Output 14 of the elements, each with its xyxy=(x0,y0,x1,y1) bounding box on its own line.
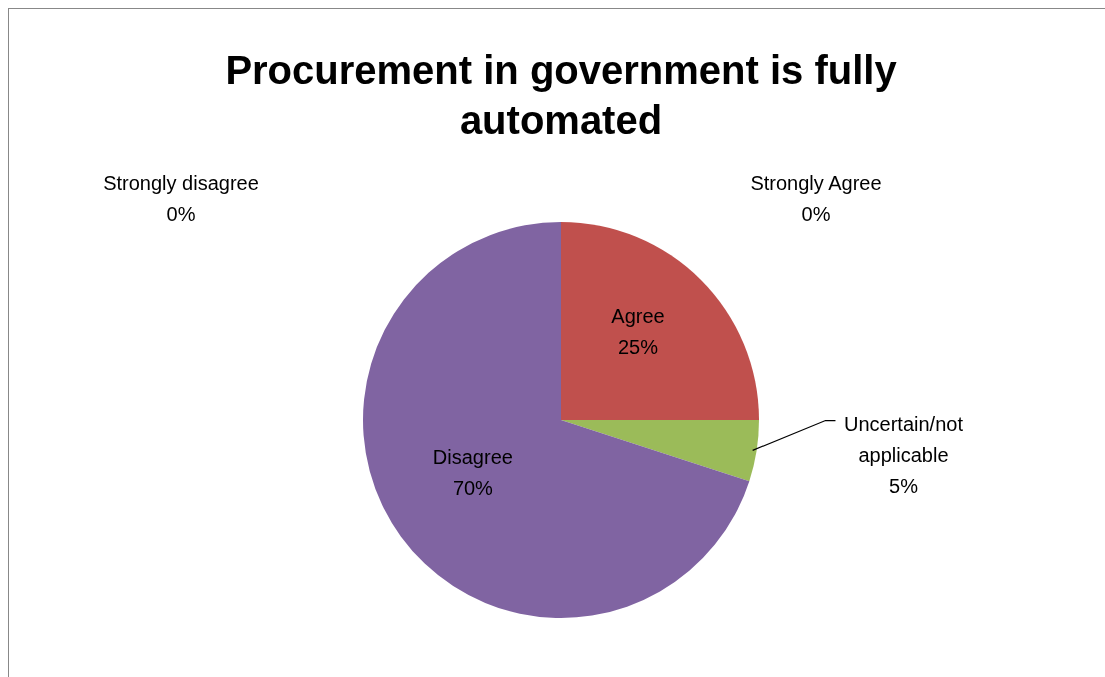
data-label: 5% xyxy=(889,474,919,497)
slice-label: Disagree xyxy=(432,446,513,469)
category-label: Strongly Agree xyxy=(750,172,882,194)
chart-title: Procurement in government is fully automated xyxy=(225,48,898,142)
pie-slice xyxy=(363,222,750,618)
category-label: Strongly disagree xyxy=(103,172,259,194)
slice-label: Uncertain/not applicable xyxy=(843,412,964,466)
pie-slice xyxy=(561,420,759,482)
data-label: 70% xyxy=(452,477,494,500)
text: 0% xyxy=(166,203,196,225)
slice-label: Agree xyxy=(611,305,665,327)
pie-slice xyxy=(561,222,759,420)
text: 0% xyxy=(801,203,831,225)
data-label: 25% xyxy=(617,336,659,358)
